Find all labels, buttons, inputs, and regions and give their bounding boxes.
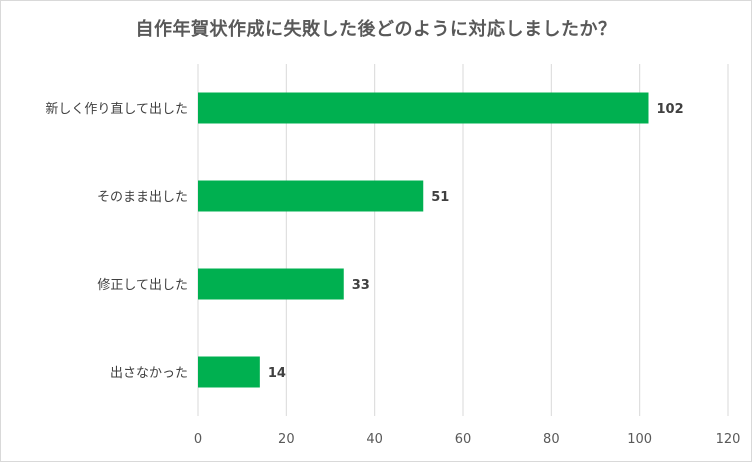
bars [198, 92, 649, 388]
bar-2 [198, 268, 344, 300]
bar-1 [198, 180, 424, 212]
chart-title: 自作年賀状作成に失敗した後どのように対応しましたか？ [135, 19, 617, 40]
data-label-2: 33 [352, 278, 370, 293]
x-tick-label-20: 20 [278, 432, 295, 447]
x-tick-label-120: 120 [716, 432, 741, 447]
x-tick-label-100: 100 [627, 432, 652, 447]
data-label-1: 51 [431, 190, 449, 205]
category-label-3: 出さなかった [110, 366, 188, 381]
labels: 0 20 40 60 80 100 120 新しく作り直して出した 102 そのまま出した 51 修正… [45, 101, 740, 447]
bar-3 [198, 356, 260, 388]
x-tick-label-60: 60 [455, 432, 472, 447]
data-label-3: 14 [268, 366, 286, 381]
x-tick-label-80: 80 [543, 432, 560, 447]
category-label-2: 修正して出した [97, 278, 188, 293]
data-label-0: 102 [657, 102, 684, 117]
x-tick-label-0: 0 [194, 432, 202, 447]
category-label-0: 新しく作り直して出した [45, 101, 188, 117]
category-label-1: そのまま出した [97, 190, 188, 205]
x-tick-label-40: 40 [366, 432, 383, 447]
bar-0 [198, 92, 649, 124]
